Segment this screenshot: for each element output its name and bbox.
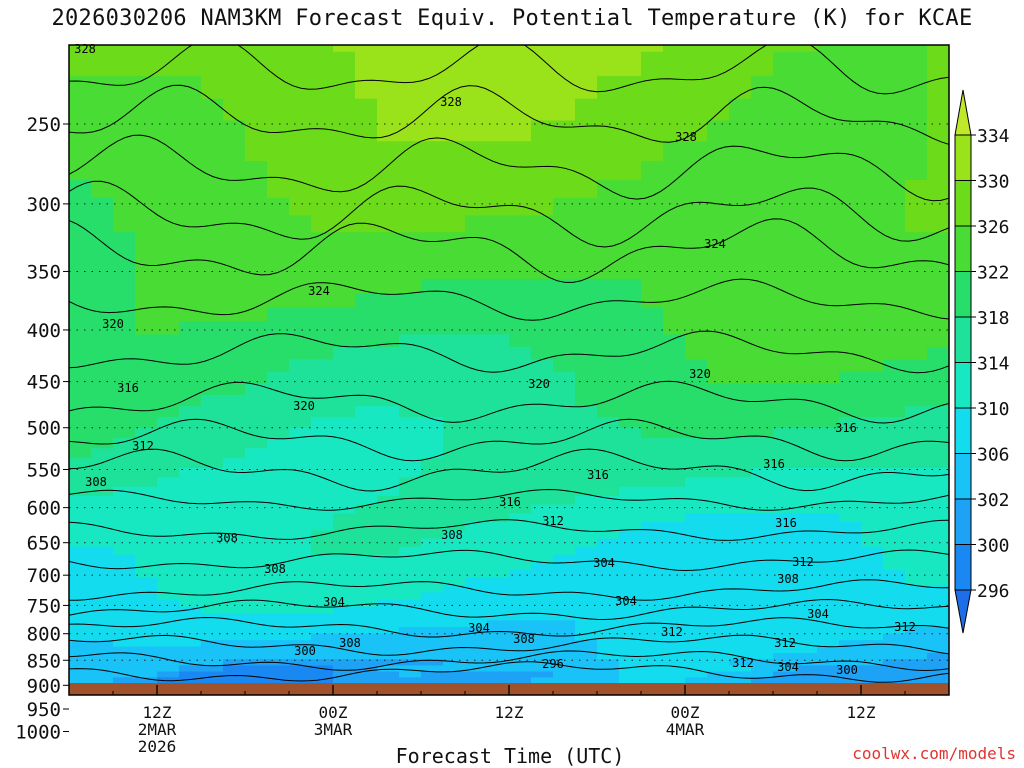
y-tick-label: 400	[27, 320, 61, 342]
credit-link[interactable]: coolwx.com/models	[852, 744, 1016, 763]
contour-label: 296	[542, 657, 564, 671]
x-tick-label: 12Z	[495, 703, 524, 722]
contour-label: 300	[836, 663, 858, 677]
contour-label: 304	[323, 595, 345, 609]
colorbar-label: 330	[977, 172, 1010, 193]
contour-label: 312	[732, 656, 754, 670]
y-tick-label: 450	[27, 372, 61, 394]
y-tick-label: 550	[27, 460, 61, 482]
contour-label: 320	[689, 367, 711, 381]
y-tick-label: 500	[27, 418, 61, 440]
contour-label: 308	[85, 475, 107, 489]
contour-label: 308	[441, 528, 463, 542]
contour-label: 324	[308, 284, 330, 298]
contour-label: 300	[294, 644, 316, 658]
contour-label: 320	[293, 399, 315, 413]
colorbar-label: 314	[977, 354, 1010, 375]
contour-label: 312	[894, 620, 916, 634]
contour-label: 308	[216, 531, 238, 545]
contour-label: 308	[777, 572, 799, 586]
y-tick-label: 950	[27, 699, 61, 721]
y-tick-label: 750	[27, 595, 61, 617]
contour-label: 316	[775, 516, 797, 530]
colorbar-segment	[954, 134, 972, 181]
x-tick-label: 3MAR	[314, 720, 353, 739]
colorbar-label: 310	[977, 399, 1010, 420]
contour-label: 316	[587, 468, 609, 482]
contour-label: 312	[542, 514, 564, 528]
x-tick-label: 2026	[138, 737, 177, 756]
colorbar-segment	[954, 498, 972, 545]
colorbar-segment	[954, 544, 972, 591]
contour-lines	[69, 45, 949, 683]
x-tick-label: 2MAR	[138, 720, 177, 739]
x-tick-label: 4MAR	[666, 720, 705, 739]
chart-title: 2026030206 NAM3KM Forecast Equiv. Potent…	[51, 6, 973, 31]
colorbar: 334 330 326 322 318 314 310 306 302 300 296	[954, 89, 1010, 634]
y-tick-label: 600	[27, 498, 61, 520]
contour-label: 304	[807, 607, 829, 621]
y-tick-label: 650	[27, 533, 61, 555]
colorbar-label: 300	[977, 536, 1010, 557]
theta-e-fill	[69, 45, 949, 695]
x-axis-title: Forecast Time (UTC)	[395, 744, 625, 768]
colorbar-label: 322	[977, 263, 1010, 284]
contour-label: 304	[593, 556, 615, 570]
contour-label: 312	[132, 439, 154, 453]
y-tick-label: 250	[27, 114, 61, 136]
x-tick-label: 12Z	[143, 703, 172, 722]
colorbar-label: 318	[977, 308, 1010, 329]
contour-label: 304	[468, 621, 490, 635]
contour-label: 304	[777, 660, 799, 674]
contour-label: 316	[117, 381, 139, 395]
colorbar-segment	[954, 180, 972, 227]
contour-label: 316	[763, 457, 785, 471]
contour-label: 312	[792, 555, 814, 569]
colorbar-label: 302	[977, 490, 1010, 511]
y-tick-label: 1000	[15, 721, 61, 743]
y-tick-label: 800	[27, 624, 61, 646]
colorbar-segment	[954, 271, 972, 318]
contour-label: 320	[102, 317, 124, 331]
contour-label: 328	[440, 95, 462, 109]
colorbar-segment	[954, 453, 972, 500]
contour-label: 308	[264, 562, 286, 576]
contour-label: 316	[499, 495, 521, 509]
contour-label: 324	[704, 237, 726, 251]
colorbar-segment	[954, 225, 972, 272]
y-axis: 250 300 350 400 450 500 550 600 650 700 750 800 850 9…	[15, 114, 69, 743]
y-tick-label: 850	[27, 650, 61, 672]
y-tick-label: 700	[27, 565, 61, 587]
x-tick-label: 00Z	[319, 703, 348, 722]
y-tick-label: 900	[27, 675, 61, 697]
contour-label: 308	[339, 636, 361, 650]
y-tick-label: 300	[27, 194, 61, 216]
contour-label: 304	[615, 594, 637, 608]
contour-label: 320	[528, 377, 550, 391]
contour-label: 328	[74, 42, 96, 56]
x-tick-label: 12Z	[847, 703, 876, 722]
colorbar-extend-top	[954, 89, 972, 136]
contour-label: 316	[835, 421, 857, 435]
colorbar-label: 326	[977, 217, 1010, 238]
contour-label: 312	[661, 625, 683, 639]
colorbar-extend-bottom	[954, 589, 972, 634]
contour-labels: 328 328 328 324 324 320 320 320 320 316 316 316 316 3…	[74, 42, 916, 677]
contour-label: 312	[774, 636, 796, 650]
contour-label: 328	[675, 130, 697, 144]
colorbar-segment	[954, 316, 972, 363]
colorbar-segment	[954, 362, 972, 409]
colorbar-segment	[954, 407, 972, 454]
y-tick-label: 350	[27, 261, 61, 283]
contour-label: 308	[513, 632, 535, 646]
colorbar-label: 296	[977, 581, 1010, 602]
x-tick-label: 00Z	[671, 703, 700, 722]
colorbar-label: 306	[977, 445, 1010, 466]
colorbar-label: 334	[977, 126, 1010, 147]
